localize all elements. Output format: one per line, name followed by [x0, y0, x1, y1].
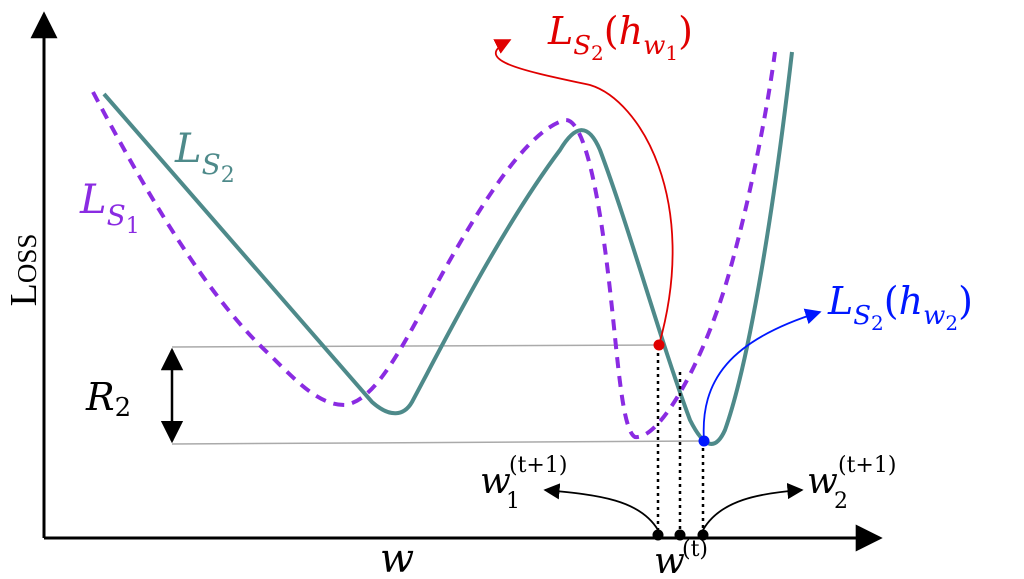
curve-ls2-label-subsub: 2	[221, 163, 235, 188]
reference-lines	[171, 344, 705, 445]
y-axis-label: Loss	[3, 234, 45, 307]
risk-label-sub: 2	[115, 393, 132, 423]
risk-label: R2	[85, 375, 131, 423]
label-h1-Ssub: 2	[591, 41, 604, 65]
dotted-projections	[656, 346, 705, 534]
axis-point-wt	[674, 529, 686, 541]
label-wt: w (t)	[654, 537, 708, 579]
label-wt-base: w	[654, 541, 685, 579]
curve-ls2-label-main: L	[174, 126, 202, 172]
curve-ls1-label-sub: S	[107, 199, 126, 232]
axes	[30, 11, 883, 552]
label-wt-sup: (t)	[682, 537, 708, 562]
label-h2-w: w	[923, 301, 945, 331]
lower-reference-line	[171, 440, 705, 445]
label-w2-next-base: w	[807, 461, 838, 502]
curve-ls1-label: LS1	[79, 177, 140, 239]
label-h1-S: S	[573, 31, 591, 61]
label-h1-close: )	[678, 9, 693, 53]
label-h1: LS2(hw1)	[547, 9, 693, 65]
label-w1-next: w 1 (t+1)	[480, 453, 567, 514]
label-h1-open: (	[604, 9, 619, 53]
x-axis-label: w	[380, 536, 414, 579]
label-h2-h: h	[899, 279, 923, 323]
curve-ls1-label-subsub: 1	[126, 214, 140, 239]
curve-ls2-label-sub: S	[202, 148, 221, 181]
label-h1-wsub: 1	[665, 41, 678, 65]
label-h2-open: (	[884, 279, 899, 323]
label-w2-next-sub: 2	[834, 489, 848, 514]
axis-point-w2	[697, 529, 709, 541]
label-h2-Ssub: 2	[871, 311, 884, 335]
curve-ls1	[91, 51, 777, 439]
axis-point-w1	[652, 529, 664, 541]
label-h2-close: )	[958, 279, 973, 323]
label-w2-next-sup: (t+1)	[838, 453, 896, 478]
curve-ls1-label-main: L	[79, 177, 107, 223]
label-h1-L: L	[547, 9, 573, 53]
label-h2: LS2(hw2)	[827, 279, 973, 335]
label-w1-next-base: w	[480, 461, 511, 502]
arrow-w2-next	[702, 482, 804, 531]
curve-ls2-label: LS2	[174, 126, 235, 188]
risk-label-main: R	[85, 375, 115, 419]
arrow-h1	[493, 39, 674, 346]
label-h2-L: L	[827, 279, 853, 323]
arrow-w1-next	[543, 483, 659, 531]
label-h2-S: S	[853, 301, 871, 331]
label-w1-next-sup: (t+1)	[509, 453, 567, 478]
label-w2-next: w 2 (t+1)	[807, 453, 896, 514]
label-h1-w: w	[643, 31, 665, 61]
label-h1-h: h	[619, 9, 643, 53]
label-h2-wsub: 2	[945, 311, 958, 335]
curve-ls2	[102, 51, 794, 446]
upper-reference-line	[171, 344, 659, 348]
arrow-h2	[702, 308, 822, 442]
label-w1-next-sub: 1	[506, 489, 520, 514]
